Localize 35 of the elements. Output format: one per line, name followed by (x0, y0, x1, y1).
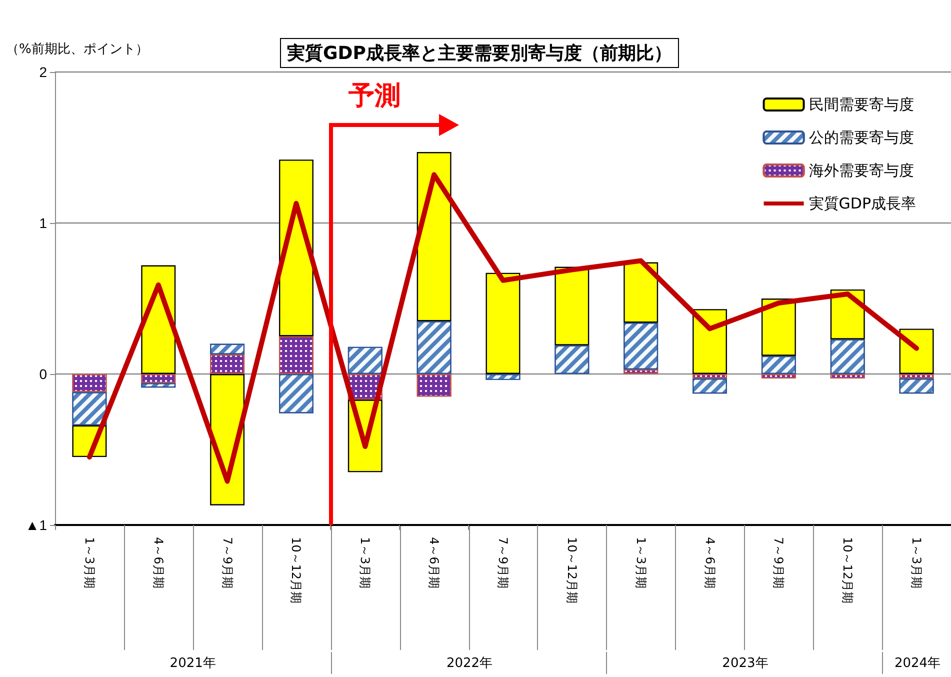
chart-title: 実質GDP成長率と主要需要別寄与度（前期比） (280, 38, 679, 68)
annotation: 予測 (348, 80, 401, 113)
text: 2021年 (168, 655, 217, 673)
bar (761, 298, 796, 356)
y-tick-label: 1 (39, 215, 48, 231)
bar (899, 328, 934, 374)
y-axis-title: （%前期比、ポイント） (6, 41, 148, 58)
x-tick-label: 4～6月期 (427, 537, 442, 588)
x-tick-label: 4～6月期 (702, 537, 717, 588)
bar (554, 266, 590, 346)
x-tick-label: 10～12月期 (564, 537, 579, 604)
y-tick-label: ▲1 (25, 517, 48, 533)
bar (416, 152, 452, 322)
text: 2022年 (330, 652, 608, 674)
x-tick-label: 1～3月期 (82, 537, 96, 588)
text: 2023年 (606, 652, 884, 674)
x-tick-label: 7～9月期 (772, 537, 786, 588)
y-tick-label: 2 (39, 64, 48, 80)
bar (624, 262, 658, 323)
text: 2024年 (882, 652, 951, 674)
x-tick-label: 1～3月期 (910, 537, 924, 588)
x-tick-label: 7～9月期 (496, 537, 510, 588)
y-tick-label: 0 (39, 366, 48, 382)
x-tick-label: 7～9月期 (220, 537, 234, 588)
legend-label: 民間需要寄与度 (808, 96, 914, 114)
legend-label: 海外需要寄与度 (808, 162, 914, 180)
x-tick-label: 10～12月期 (840, 537, 855, 604)
x-tick-label: 1～3月期 (358, 537, 372, 588)
x-tick-label: 10～12月期 (289, 537, 304, 604)
bar (486, 272, 520, 374)
x-tick-label: 1～3月期 (634, 537, 648, 588)
x-tick-label: 4～6月期 (151, 537, 166, 588)
bar (692, 309, 727, 374)
legend-label: 公的需要寄与度 (808, 128, 914, 146)
legend-label: 実質GDP成長率 (808, 194, 916, 212)
